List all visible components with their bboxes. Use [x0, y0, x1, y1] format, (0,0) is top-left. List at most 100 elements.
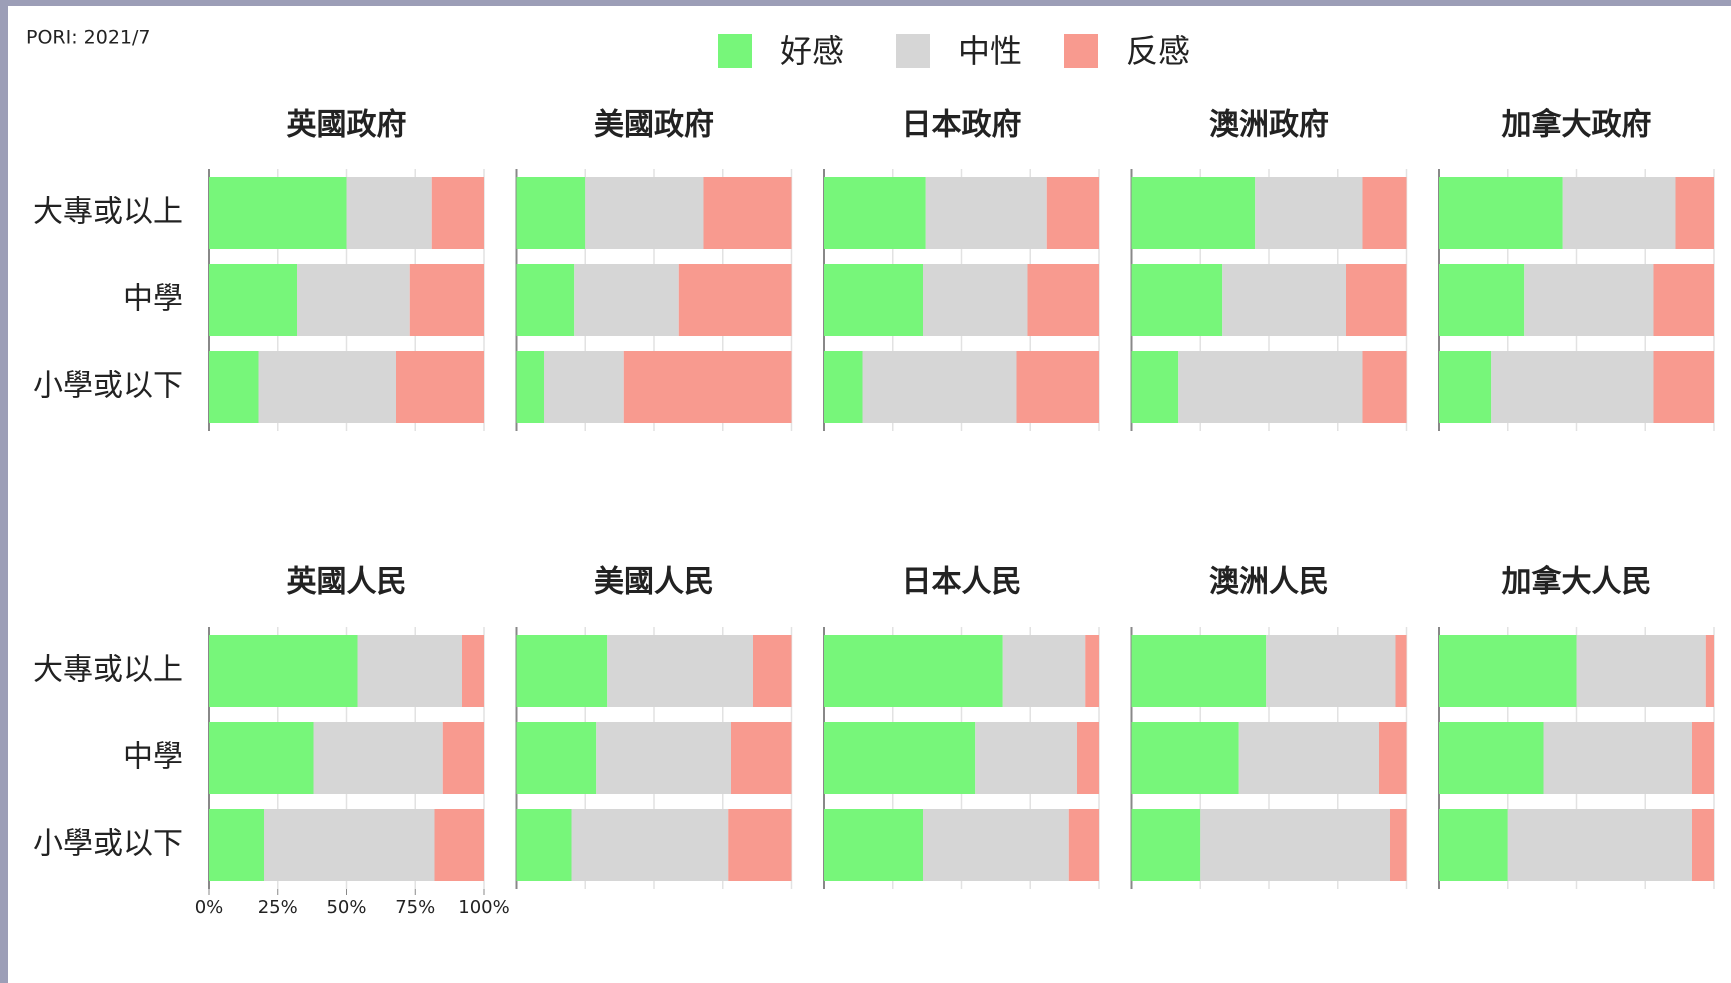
bar-segment: [1131, 722, 1239, 794]
bar-segment: [516, 264, 575, 336]
bar-segment: [1131, 264, 1223, 336]
bar-segment: [1131, 177, 1256, 249]
bar-segment: [1362, 351, 1407, 423]
bar-segment: [1379, 722, 1407, 794]
bar-segment: [297, 264, 410, 336]
bar-segment: [824, 351, 863, 423]
bar-segment: [585, 177, 704, 249]
panel-title: 英國政府: [287, 108, 407, 143]
bar-segment: [923, 809, 1069, 881]
bar-segment: [731, 722, 792, 794]
source-note: PORI: 2021/7: [26, 27, 151, 49]
bar-segment: [209, 722, 314, 794]
bar-segment: [1027, 264, 1099, 336]
legend-swatch: [896, 34, 930, 68]
category-label: 大專或以上: [33, 653, 183, 688]
bar-segment: [1562, 177, 1676, 249]
frame-top: [0, 0, 1731, 6]
category-label: 小學或以下: [33, 827, 183, 862]
bar-segment: [862, 351, 1017, 423]
bar-segment: [1002, 635, 1086, 707]
x-tick-label: 0%: [195, 897, 224, 918]
bar-segment: [1085, 635, 1099, 707]
frame-left: [0, 0, 8, 983]
bar-segment: [409, 264, 484, 336]
bar-segment: [1222, 264, 1346, 336]
bar-segment: [1016, 351, 1099, 423]
bar-segment: [1346, 264, 1407, 336]
bar-segment: [824, 809, 923, 881]
bar-segment: [1439, 264, 1525, 336]
bar-segment: [431, 177, 484, 249]
bar-segment: [346, 177, 432, 249]
bar-segment: [1576, 635, 1706, 707]
bar-segment: [1692, 722, 1714, 794]
bar-segment: [1507, 809, 1692, 881]
bar-segment: [1543, 722, 1692, 794]
category-label: 小學或以下: [33, 369, 183, 404]
bar-segment: [442, 722, 484, 794]
bar-segment: [516, 177, 586, 249]
bar-segment: [209, 635, 358, 707]
bar-segment: [1131, 635, 1267, 707]
bar-segment: [1439, 722, 1544, 794]
bar-segment: [516, 809, 572, 881]
bar-segment: [607, 635, 753, 707]
panel-title: 澳洲政府: [1209, 108, 1329, 143]
bar-segment: [209, 264, 297, 336]
bar-segment: [623, 351, 792, 423]
bar-segment: [824, 635, 1003, 707]
panel-title: 澳洲人民: [1209, 565, 1329, 600]
bar-segment: [596, 722, 731, 794]
bar-segment: [516, 722, 597, 794]
bar-segment: [1395, 635, 1407, 707]
legend-swatch: [718, 34, 752, 68]
legend-swatch: [1064, 34, 1098, 68]
bar-segment: [313, 722, 443, 794]
bar-segment: [1439, 809, 1508, 881]
bar-segment: [258, 351, 396, 423]
bar-segment: [462, 635, 484, 707]
x-tick-label: 100%: [458, 897, 509, 918]
panel-title: 日本政府: [902, 108, 1022, 143]
bar-segment: [1705, 635, 1714, 707]
bar-segment: [434, 809, 484, 881]
bar-segment: [1653, 351, 1714, 423]
bar-segment: [571, 809, 729, 881]
bar-segment: [1439, 177, 1563, 249]
bar-segment: [209, 177, 347, 249]
panel-title: 美國人民: [594, 565, 714, 600]
bar-segment: [1439, 635, 1577, 707]
bar-segment: [1692, 809, 1714, 881]
category-label: 中學: [123, 740, 183, 775]
x-tick-label: 25%: [258, 897, 298, 918]
panel-title: 日本人民: [902, 565, 1022, 600]
bar-segment: [1255, 177, 1363, 249]
category-label: 中學: [123, 282, 183, 317]
legend-label: 中性: [958, 32, 1022, 70]
legend-label: 反感: [1126, 32, 1190, 70]
bar-segment: [264, 809, 435, 881]
bar-segment: [574, 264, 679, 336]
bar-segment: [728, 809, 792, 881]
bar-segment: [1238, 722, 1379, 794]
bar-segment: [1200, 809, 1390, 881]
bar-segment: [209, 351, 259, 423]
bar-segment: [975, 722, 1077, 794]
bar-segment: [1068, 809, 1099, 881]
x-tick-label: 75%: [395, 897, 435, 918]
bar-segment: [1390, 809, 1407, 881]
bar-segment: [1077, 722, 1099, 794]
bar-segment: [1491, 351, 1654, 423]
panel-title: 加拿大人民: [1502, 565, 1652, 600]
bar-segment: [209, 809, 264, 881]
bar-segment: [1046, 177, 1099, 249]
bar-segment: [824, 177, 926, 249]
bar-segment: [925, 177, 1047, 249]
legend-label: 好感: [780, 32, 844, 70]
bar-segment: [1524, 264, 1654, 336]
panel-title: 英國人民: [287, 565, 407, 600]
bar-segment: [357, 635, 462, 707]
bar-segment: [1653, 264, 1714, 336]
